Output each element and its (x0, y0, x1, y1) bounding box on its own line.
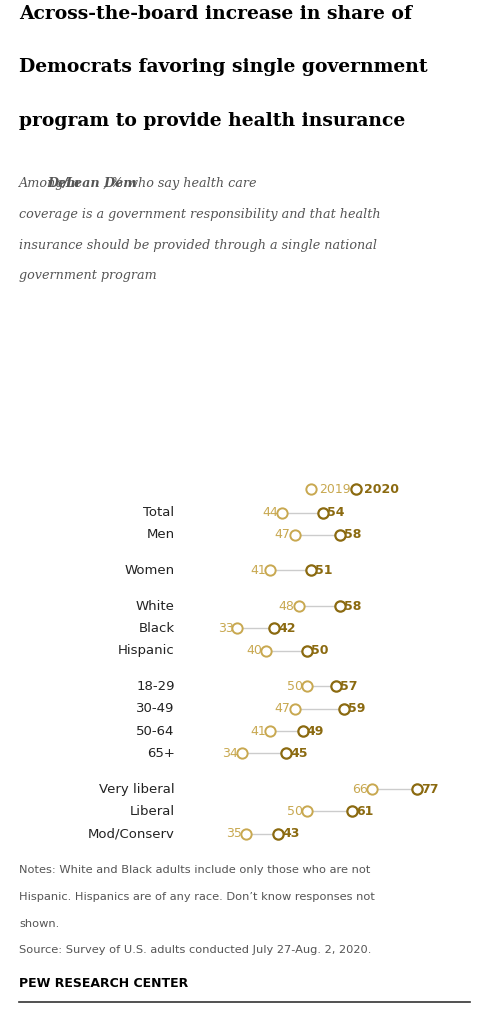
Text: Women: Women (124, 564, 174, 577)
Text: 50: 50 (310, 644, 328, 657)
Text: Source: Survey of U.S. adults conducted July 27-Aug. 2, 2020.: Source: Survey of U.S. adults conducted … (19, 945, 371, 955)
Text: White: White (136, 600, 174, 612)
Text: 58: 58 (343, 600, 361, 612)
Point (335, 598, 343, 614)
Text: PEW RESEARCH CENTER: PEW RESEARCH CENTER (19, 977, 188, 990)
Text: 50: 50 (286, 680, 302, 693)
Text: Total: Total (143, 506, 174, 519)
Point (302, 803, 310, 819)
Text: 41: 41 (250, 725, 266, 737)
Text: 47: 47 (274, 702, 290, 715)
Text: 45: 45 (290, 746, 307, 760)
Point (298, 723, 306, 739)
Point (274, 825, 282, 842)
Text: 50: 50 (286, 805, 302, 818)
Point (290, 526, 298, 543)
Text: 2020: 2020 (363, 482, 398, 496)
Point (306, 562, 314, 579)
Text: 58: 58 (343, 528, 361, 542)
Point (237, 745, 245, 762)
Point (266, 562, 273, 579)
Text: 65+: 65+ (147, 746, 174, 760)
Text: , % who say health care: , % who say health care (103, 177, 256, 190)
Text: Black: Black (138, 622, 174, 635)
Point (302, 678, 310, 694)
Text: 18-29: 18-29 (136, 680, 174, 693)
Text: Liberal: Liberal (129, 805, 174, 818)
Text: Dem: Dem (47, 177, 79, 190)
Text: 30-49: 30-49 (136, 702, 174, 715)
Point (241, 825, 249, 842)
Text: 54: 54 (327, 506, 344, 519)
Point (412, 781, 420, 798)
Text: Hispanic: Hispanic (118, 644, 174, 657)
Point (282, 745, 290, 762)
Text: 57: 57 (339, 680, 356, 693)
Point (302, 643, 310, 659)
Text: program to provide health insurance: program to provide health insurance (19, 112, 405, 130)
Point (339, 700, 347, 717)
Point (266, 723, 273, 739)
Text: 66: 66 (352, 782, 367, 796)
Text: 48: 48 (278, 600, 294, 612)
Text: government program: government program (19, 269, 157, 283)
Text: Mod/Conserv: Mod/Conserv (88, 827, 174, 840)
Point (262, 643, 270, 659)
Text: 41: 41 (250, 564, 266, 577)
Text: coverage is a government responsibility and that health: coverage is a government responsibility … (19, 208, 380, 221)
Point (294, 598, 302, 614)
Text: 47: 47 (274, 528, 290, 542)
Text: Among: Among (19, 177, 69, 190)
Point (270, 621, 277, 637)
Point (368, 781, 376, 798)
Text: Lean Dem: Lean Dem (65, 177, 137, 190)
Point (319, 504, 327, 520)
Point (348, 803, 355, 819)
Text: shown.: shown. (19, 919, 60, 929)
Text: /: / (61, 177, 66, 190)
Text: Democrats favoring single government: Democrats favoring single government (19, 58, 427, 77)
Text: 61: 61 (355, 805, 373, 818)
Text: Hispanic. Hispanics are of any race. Don’t know responses not: Hispanic. Hispanics are of any race. Don… (19, 892, 375, 902)
Text: 2019: 2019 (318, 482, 350, 496)
Text: 50-64: 50-64 (136, 725, 174, 737)
Text: 35: 35 (225, 827, 241, 840)
Point (278, 504, 286, 520)
Point (290, 700, 298, 717)
Point (351, 481, 359, 498)
Text: Notes: White and Black adults include only those who are not: Notes: White and Black adults include on… (19, 865, 370, 876)
Text: Men: Men (146, 528, 174, 542)
Text: 34: 34 (221, 746, 237, 760)
Text: 44: 44 (262, 506, 278, 519)
Text: Across-the-board increase in share of: Across-the-board increase in share of (19, 5, 411, 24)
Text: insurance should be provided through a single national: insurance should be provided through a s… (19, 239, 377, 252)
Text: Very liberal: Very liberal (99, 782, 174, 796)
Text: 59: 59 (347, 702, 364, 715)
Point (335, 526, 343, 543)
Text: 33: 33 (217, 622, 233, 635)
Text: 43: 43 (282, 827, 299, 840)
Text: 40: 40 (245, 644, 261, 657)
Text: 49: 49 (306, 725, 324, 737)
Text: 42: 42 (278, 622, 295, 635)
Text: 77: 77 (421, 782, 438, 796)
Point (306, 481, 314, 498)
Text: 51: 51 (315, 564, 332, 577)
Point (331, 678, 339, 694)
Point (233, 621, 241, 637)
